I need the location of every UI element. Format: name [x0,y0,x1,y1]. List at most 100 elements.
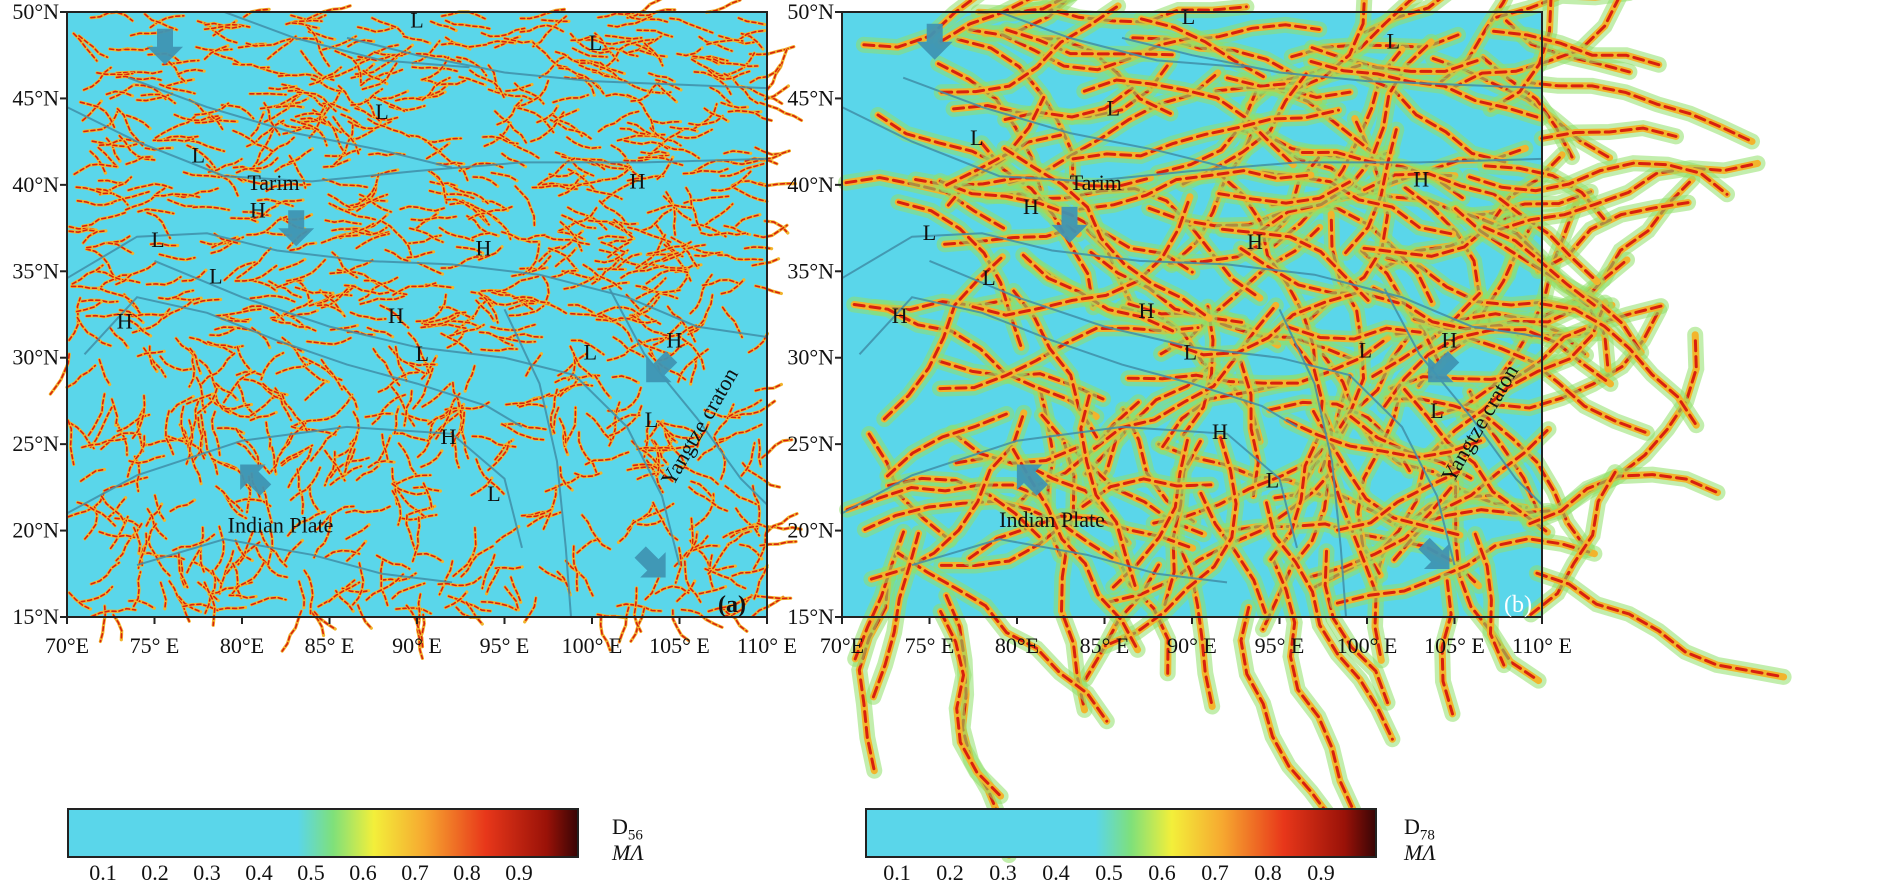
lineament-core [306,5,351,20]
lineament [208,326,237,338]
lineament-core [145,503,163,527]
lineament [752,223,789,239]
lineament-core [676,47,703,57]
lineament-core [379,304,410,329]
lineament-core [215,382,238,401]
lineament-core [691,58,725,78]
lineament-core [316,293,353,305]
lineament-core [403,390,413,427]
lineament-core [508,305,545,317]
lineament-core [162,59,200,66]
lineament [267,84,298,91]
lineament-core [648,72,676,83]
lineament-core [1495,0,1555,19]
lineament [1533,119,1684,147]
lineament [230,561,266,595]
lineament [415,552,445,564]
lineament [278,257,307,272]
lineament [689,479,714,499]
lineament-core [508,302,537,310]
lineament-core [689,357,697,385]
lineament-core [403,35,431,44]
lineament [731,158,779,166]
lineament [66,491,106,519]
lineament [242,377,285,402]
lineament [622,153,671,163]
lineament-core [572,545,579,592]
lineament [140,92,177,105]
lineament-core [585,39,631,46]
lineament-core [159,581,167,610]
lineament [95,187,130,207]
lineament-core [208,158,243,173]
lineament [470,231,500,240]
lineament-core [214,392,231,415]
lineament-core [694,251,723,257]
lineament [599,614,612,652]
lineament [422,481,434,511]
lineament-core [364,412,393,418]
motion-arrow-shape [634,546,666,578]
lineament [381,220,413,257]
lineament [315,303,345,315]
lineament-core [598,235,627,240]
lat-tick-label: 15°N [12,604,59,629]
lineament [218,549,235,596]
lineament-core [465,601,484,625]
lineament [727,398,763,418]
lineament-core [287,448,312,488]
lineament [390,581,427,600]
lon-tick-label: 85° E [305,633,355,658]
colorbar-tick-label: 0.7 [1201,860,1229,885]
lineament [738,543,764,561]
lineament [132,526,142,555]
map-label: L [1182,4,1195,29]
lineament-core [731,566,768,577]
lineament-core [294,112,323,118]
lineament [326,120,347,155]
lineament-core [99,176,132,196]
lineament-core [478,292,499,324]
lineament-core [395,97,424,102]
lineament-core [327,193,353,209]
lineament-core [691,55,729,62]
lineament-core [132,394,146,439]
lineament [330,250,359,280]
lineament-core [223,261,256,281]
lineament-core [259,530,288,568]
lineament [567,303,596,315]
lineament [540,18,571,23]
lineament-core [479,331,514,347]
lineament-core [384,249,411,263]
lineament [347,128,376,142]
lineament [702,106,730,123]
lineament-core [188,351,196,388]
lineament-core [635,285,681,294]
lineament-core [645,269,689,285]
lineament [320,358,344,392]
lineament-core [501,422,547,431]
lineament-core [633,587,642,633]
lineament-core [669,17,714,34]
lineament-core [278,73,324,81]
lineament-core [291,22,320,29]
lineament [628,295,661,317]
lineament [703,408,742,420]
lineament-core [99,605,107,643]
map-label: L [410,8,423,33]
lineament [108,326,130,350]
lineament-core [510,576,522,603]
lineament-core [253,204,279,220]
lineament-core [494,110,527,144]
lineament [577,430,598,474]
lineament [280,393,309,433]
lineament-core [631,314,663,335]
lineament-core [125,187,166,211]
lineament [214,382,239,402]
lineament [535,104,560,124]
lineament-core [331,227,360,232]
lineament [643,575,661,601]
lineament-core [215,308,262,317]
lineament-core [360,68,403,86]
lineament [562,273,599,291]
